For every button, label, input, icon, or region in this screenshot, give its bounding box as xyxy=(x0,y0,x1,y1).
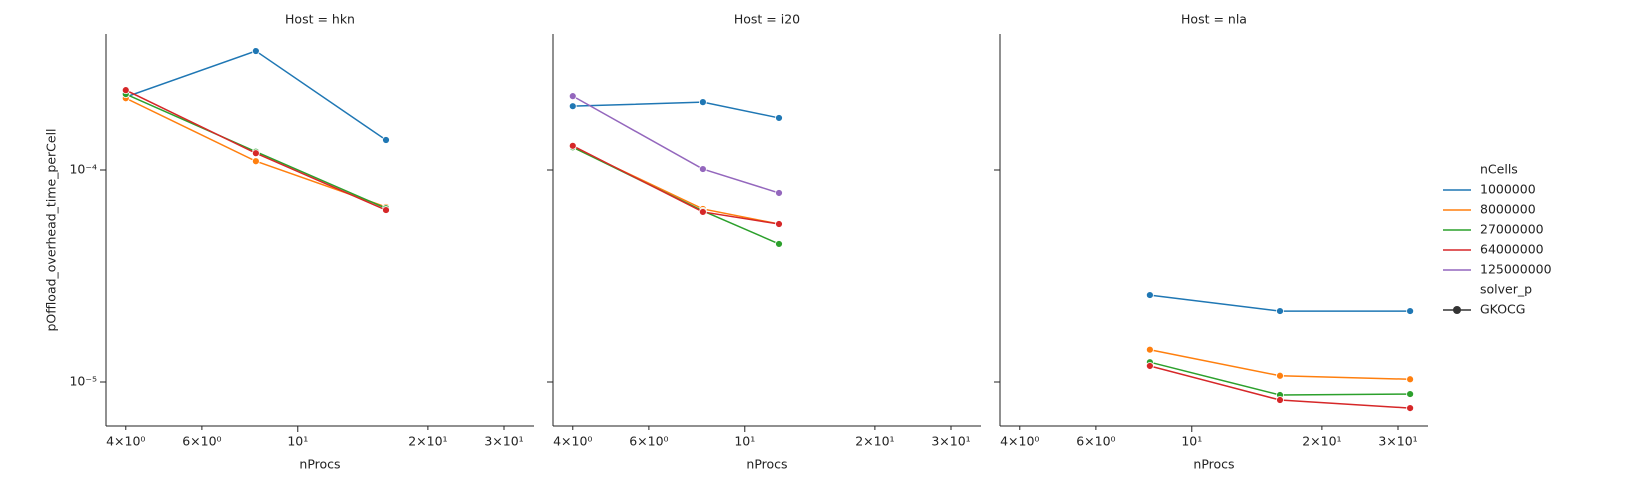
x-axis-label: nProcs xyxy=(1193,457,1234,472)
legend-label: GKOCG xyxy=(1480,302,1525,317)
data-point xyxy=(775,240,783,248)
data-point xyxy=(1276,396,1284,404)
x-tick-label: 4×10⁰ xyxy=(553,434,592,449)
data-point xyxy=(121,86,130,95)
x-tick-label: 6×10⁰ xyxy=(629,434,668,449)
panel-title: Host = nla xyxy=(1181,12,1247,27)
data-point xyxy=(382,206,390,214)
x-tick-label: 10¹ xyxy=(1181,434,1202,449)
data-point xyxy=(698,98,707,107)
legend-label: 64000000 xyxy=(1480,242,1544,257)
y-tick-label: 10⁻⁴ xyxy=(69,161,97,176)
x-tick-label: 3×10¹ xyxy=(931,434,970,449)
data-point xyxy=(1406,375,1415,384)
data-point xyxy=(1276,307,1284,315)
x-tick-label: 2×10¹ xyxy=(855,434,894,449)
data-point xyxy=(1276,371,1284,380)
series-line xyxy=(125,50,387,141)
x-tick-label: 10¹ xyxy=(287,434,308,449)
series-line xyxy=(572,146,780,225)
x-tick-label: 2×10¹ xyxy=(1302,434,1341,449)
data-point xyxy=(382,136,390,144)
legend-title: solver_p xyxy=(1480,282,1532,297)
x-tick-label: 6×10⁰ xyxy=(1076,434,1115,449)
data-point xyxy=(698,208,707,216)
data-point xyxy=(251,149,260,158)
data-point xyxy=(1406,404,1415,413)
legend-title: nCells xyxy=(1480,162,1518,177)
data-point xyxy=(568,141,577,150)
x-tick-label: 4×10⁰ xyxy=(106,434,145,449)
panel-title: Host = i20 xyxy=(734,12,800,27)
data-point xyxy=(1406,307,1415,315)
data-point xyxy=(568,92,577,101)
y-axis-label: pOffload_overhead_time_perCell xyxy=(44,128,59,331)
data-point xyxy=(1145,291,1154,299)
data-point xyxy=(568,102,577,111)
legend-label: 27000000 xyxy=(1480,222,1544,237)
panel-title: Host = hkn xyxy=(285,12,355,27)
data-point xyxy=(775,189,783,197)
data-point xyxy=(698,165,707,173)
y-tick-label: 10⁻⁵ xyxy=(69,373,97,388)
x-tick-label: 2×10¹ xyxy=(408,434,447,449)
data-point xyxy=(251,47,260,55)
series-line xyxy=(572,95,780,194)
legend-marker xyxy=(1453,306,1461,314)
series-line xyxy=(572,145,780,225)
data-point xyxy=(1406,390,1415,398)
x-tick-label: 10¹ xyxy=(734,434,755,449)
legend-label: 125000000 xyxy=(1480,262,1552,277)
x-tick-label: 3×10¹ xyxy=(1378,434,1417,449)
legend-label: 1000000 xyxy=(1480,182,1536,197)
data-point xyxy=(1145,345,1154,354)
data-point xyxy=(775,114,783,122)
x-tick-label: 4×10⁰ xyxy=(1000,434,1039,449)
data-point xyxy=(251,157,260,166)
x-tick-label: 3×10¹ xyxy=(484,434,523,449)
x-axis-label: nProcs xyxy=(746,457,787,472)
legend-label: 8000000 xyxy=(1480,202,1536,217)
data-point xyxy=(1145,362,1154,370)
x-tick-label: 6×10⁰ xyxy=(182,434,221,449)
x-axis-label: nProcs xyxy=(299,457,340,472)
series-line xyxy=(572,101,780,119)
data-point xyxy=(775,220,783,228)
